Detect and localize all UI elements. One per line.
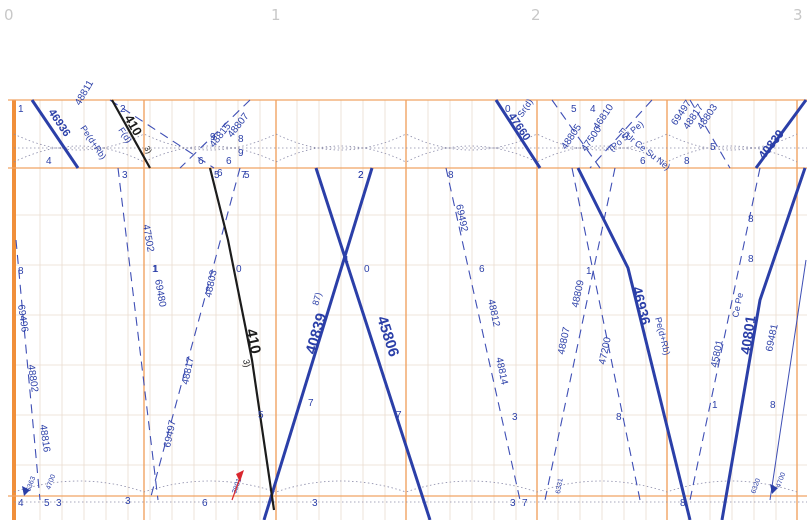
minute-marker: 3 (510, 498, 516, 509)
minute-marker: 6 (198, 156, 204, 167)
hour-label-2: 2 (531, 6, 541, 24)
minute-marker: 4 (590, 104, 596, 115)
minute-marker: 1 (18, 104, 24, 115)
minute-marker: 8 (748, 254, 754, 265)
train-number-48807: 48807 (556, 326, 573, 356)
minute-marker: 5 (571, 104, 577, 115)
train-number-69497: 69497 (162, 419, 179, 449)
train-number-410: 410 (242, 327, 264, 355)
train-number-69496: 69496 (15, 304, 30, 334)
minute-marker: 9 (210, 132, 216, 143)
train-number-69492: 69492 (453, 203, 470, 233)
minute-marker: 6 (202, 498, 208, 509)
note-ce-pe: Ce Pe (730, 292, 745, 319)
minute-marker: 2 (120, 104, 126, 115)
black-train-lines (111, 99, 276, 511)
small-label-4700-b: 4700 (775, 472, 787, 489)
train-number-40839: 40839 (303, 311, 331, 356)
train-number-69480: 69480 (152, 279, 168, 309)
minute-marker: 5 (710, 142, 716, 153)
minute-marker: 7 (308, 398, 314, 409)
minute-marker: 0 (505, 104, 511, 115)
note-pe-d-rb: Pe(d+Rb) (78, 124, 108, 162)
minute-marker: 5 (44, 498, 50, 509)
minute-markers: 2 3 4 5 6 7 8 9 0 1 2 4 5 6 8 5 0 2 4 7 … (18, 104, 776, 509)
note-pe-d-rb-mid: Pe(d+Rb) (653, 316, 672, 356)
train-number-48811: 48811 (73, 78, 96, 107)
train-number-45801: 45801 (709, 339, 726, 369)
minute-marker: 6 (479, 264, 485, 275)
minute-marker: 6 (226, 156, 232, 167)
minute-marker: 8 (770, 400, 776, 411)
minute-marker: 2 (358, 170, 364, 181)
minute-marker: 8 (238, 134, 244, 145)
minute-marker: 1 (586, 266, 592, 277)
minute-marker: 8 (616, 412, 622, 423)
minute-marker: 8 (684, 156, 690, 167)
minute-marker: 5 (214, 170, 220, 181)
small-label-6320: 6320 (750, 478, 762, 495)
train-number-69481: 69481 (764, 323, 781, 353)
minute-marker: 2 (358, 170, 364, 181)
train-number-410-sup: 3) (241, 358, 252, 368)
minor-gridlines (14, 100, 807, 520)
blue-arrow-icon-right (770, 484, 778, 494)
minute-marker: 6 (217, 168, 223, 179)
minute-marker: 3 (122, 170, 128, 181)
minute-marker: 4 (18, 498, 24, 509)
train-number-48809: 48809 (570, 279, 587, 309)
bold-train-lines (30, 99, 807, 520)
minute-marker: 7 (396, 410, 402, 421)
train-number-46936: 46936 (46, 107, 73, 139)
minute-marker: 0 (236, 264, 242, 275)
red-marker-icon (236, 470, 244, 482)
minute-marker: 1 (712, 400, 718, 411)
minute-marker: 5 (258, 410, 264, 421)
minute-marker: 8 (18, 266, 24, 277)
small-label-4700: 4700 (45, 474, 57, 491)
minute-marker: 0 (364, 264, 370, 275)
minute-marker: 6 (640, 156, 646, 167)
minute-marker: 7 (522, 498, 528, 509)
minute-marker: 5 (244, 170, 250, 181)
train-number-48802: 48802 (25, 364, 40, 394)
station-curves (13, 133, 807, 503)
minute-marker: 8 (748, 214, 754, 225)
hour-label-1: 1 (271, 6, 281, 24)
train-number-48816: 48816 (37, 424, 52, 454)
red-marker-stem (231, 477, 241, 501)
minute-marker: 3 (125, 496, 131, 507)
train-number-47502: 47502 (140, 224, 156, 254)
train-number-sup-87: 87) (310, 291, 323, 306)
hour-label-0: 0 (4, 6, 14, 24)
train-number-46936-mid: 46936 (629, 285, 654, 327)
train-number-48812: 48812 (485, 298, 502, 328)
minute-marker: 8 (680, 498, 686, 509)
train-number-410-top-sup: 3) (142, 145, 154, 156)
train-number-45806: 45806 (373, 314, 402, 359)
minute-marker: 9 (238, 148, 244, 159)
blue-arrow-icon (22, 486, 30, 496)
small-label-6331: 6331 (555, 478, 565, 495)
train-number-40801: 40801 (737, 314, 758, 355)
minute-marker: 1 (152, 264, 158, 275)
minute-marker: 3 (56, 498, 62, 509)
small-label-6363: 6363 (25, 476, 37, 493)
minute-marker: 3 (312, 498, 318, 509)
minute-marker: 3 (512, 412, 518, 423)
hour-label-3: 3 (793, 6, 803, 24)
minute-marker: 4 (343, 255, 349, 266)
dashed-train-lines (15, 99, 761, 501)
minute-marker: 8 (448, 170, 454, 181)
train-number-48803: 48803 (203, 269, 220, 299)
minute-marker: 4 (46, 156, 52, 167)
minute-marker: 7 (241, 170, 247, 181)
minute-marker: 1 (153, 264, 159, 275)
train-number-48814: 48814 (493, 356, 510, 386)
